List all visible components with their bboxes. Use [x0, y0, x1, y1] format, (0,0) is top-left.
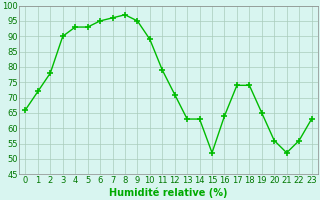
X-axis label: Humidité relative (%): Humidité relative (%)	[109, 187, 228, 198]
